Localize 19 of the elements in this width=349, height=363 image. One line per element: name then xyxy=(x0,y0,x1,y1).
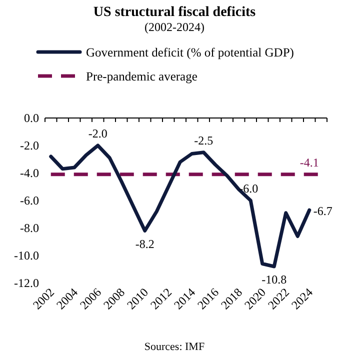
y-tick-label: -4.0 xyxy=(20,166,39,180)
legend-label: Government deficit (% of potential GDP) xyxy=(86,46,294,60)
data-label: -10.8 xyxy=(262,272,287,286)
legend-label: Pre-pandemic average xyxy=(86,70,198,84)
y-tick-label: -2.0 xyxy=(20,138,39,152)
source-note: Sources: IMF xyxy=(144,341,205,353)
data-label: -4.1 xyxy=(300,155,319,170)
y-tick-label: 0.0 xyxy=(24,111,39,125)
y-tick-label: -6.0 xyxy=(20,194,39,208)
data-label: -8.2 xyxy=(135,236,154,251)
y-tick-label: -10.0 xyxy=(14,248,39,262)
data-label: -6.7 xyxy=(313,204,332,218)
data-label: -6.0 xyxy=(239,182,258,196)
y-tick-label: -8.0 xyxy=(20,221,39,235)
y-tick-label: -12.0 xyxy=(14,276,39,290)
data-label: -2.0 xyxy=(88,126,108,140)
data-label: -2.5 xyxy=(194,133,214,148)
chart-title: US structural fiscal deficits xyxy=(93,5,256,20)
chart-subtitle: (2002-2024) xyxy=(144,20,204,34)
